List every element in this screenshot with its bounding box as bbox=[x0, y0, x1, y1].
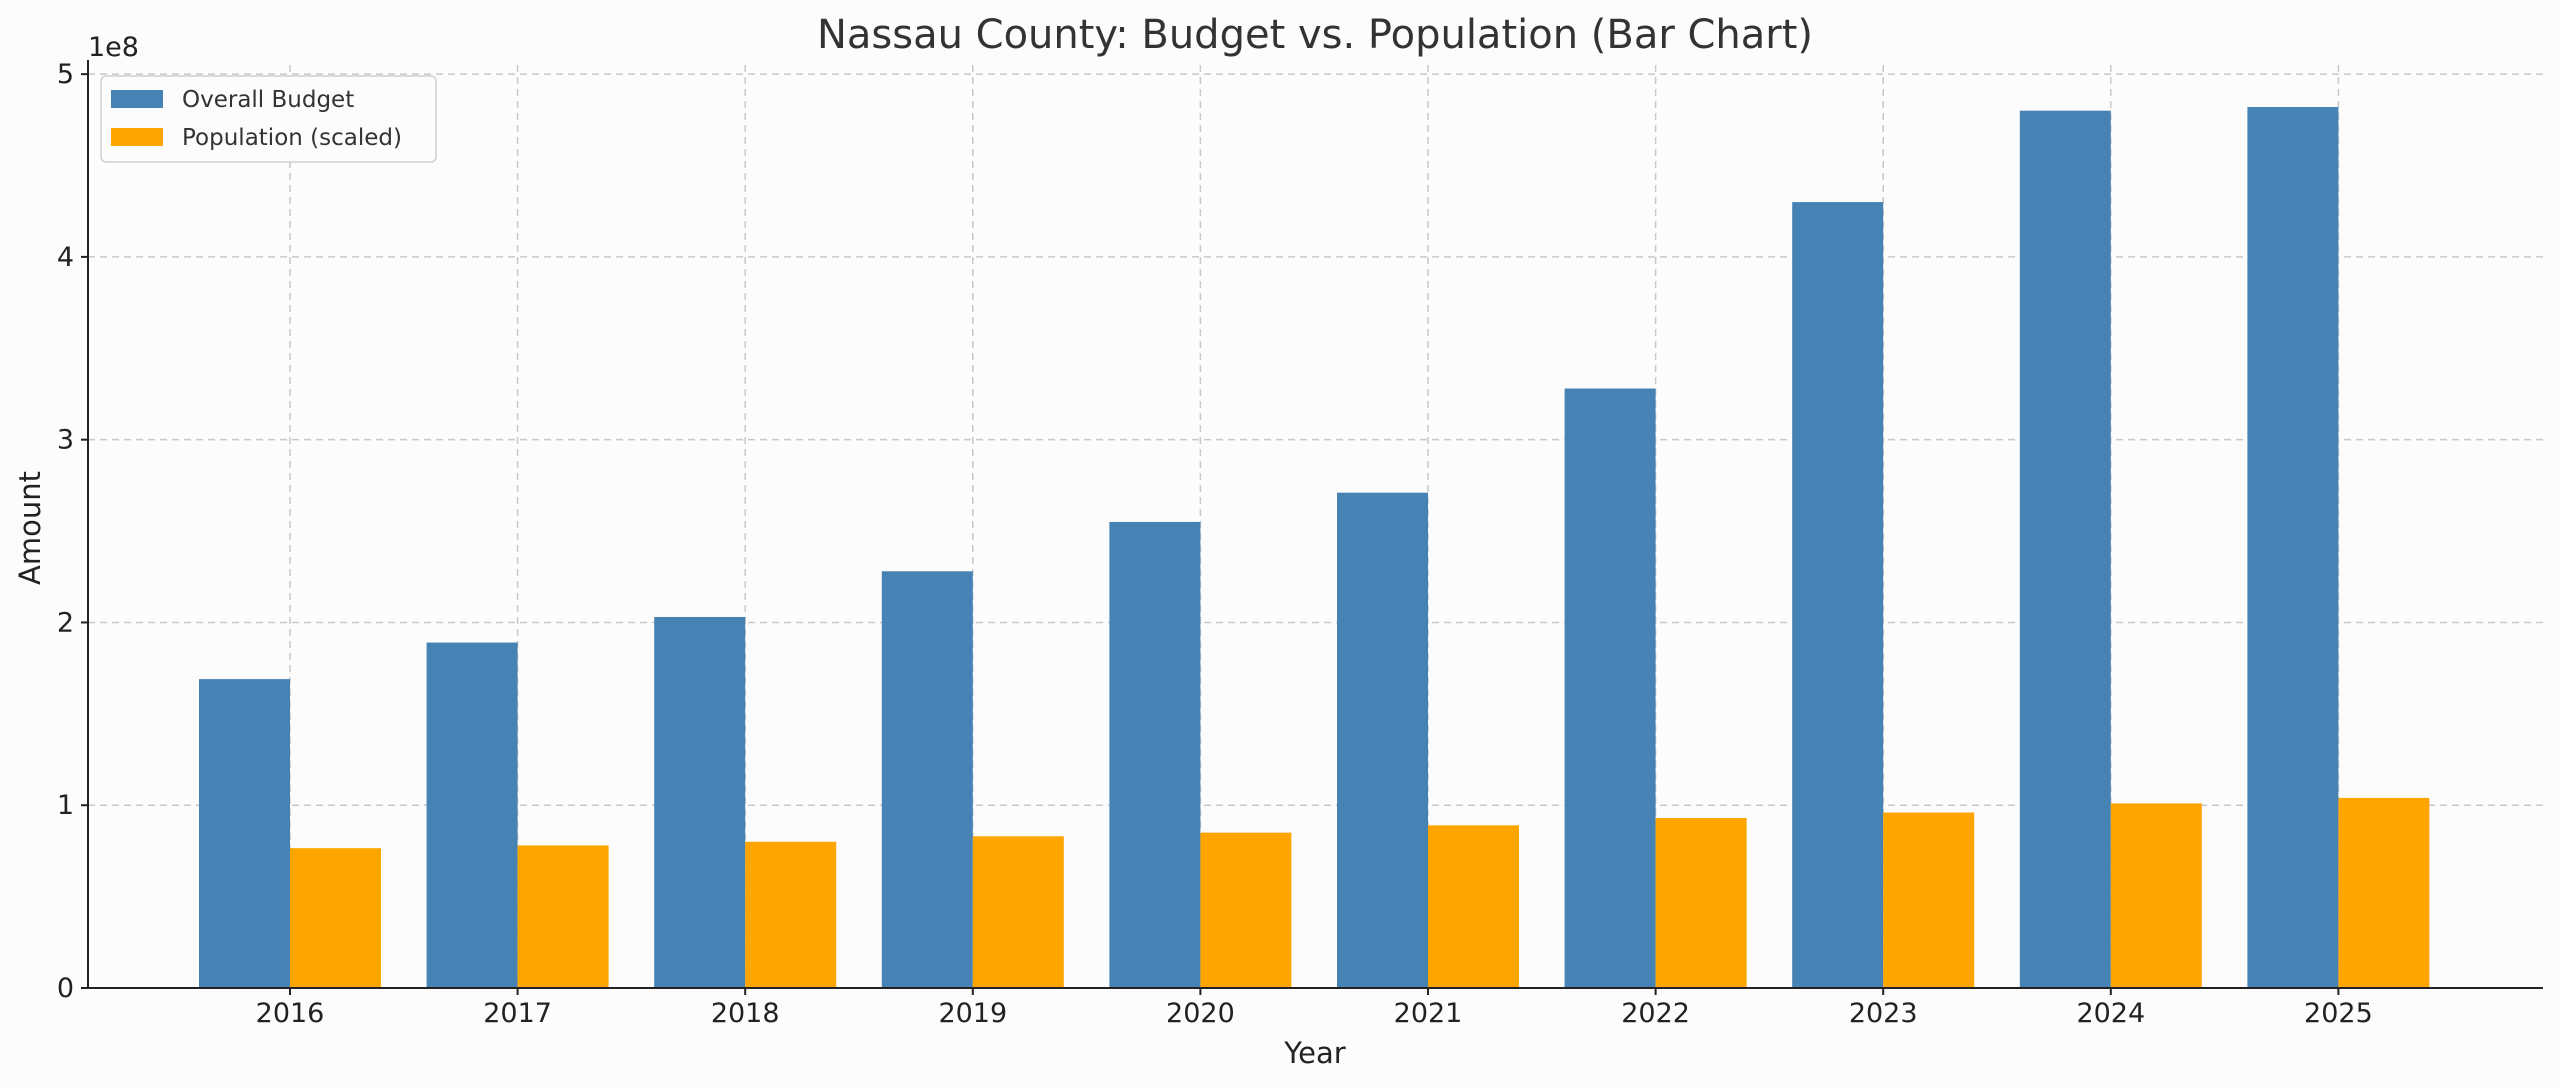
y-offset-label: 1e8 bbox=[88, 32, 139, 63]
bar-overall-budget bbox=[1337, 492, 1428, 988]
bar-overall-budget bbox=[199, 679, 290, 988]
x-tick-label: 2020 bbox=[1166, 998, 1235, 1029]
y-tick-label: 5 bbox=[57, 59, 74, 90]
bar-population bbox=[1428, 825, 1519, 988]
bar-overall-budget bbox=[2247, 107, 2339, 989]
bar-population bbox=[2110, 803, 2202, 988]
y-axis-label: Amount bbox=[13, 471, 47, 585]
x-tick-label: 2019 bbox=[938, 998, 1007, 1029]
x-ticks: 2016 2017 2018 2019 2020 2021 2022 2023 2024 2025 bbox=[256, 988, 2373, 1029]
y-tick-label: 0 bbox=[57, 973, 74, 1004]
bar-overall-budget bbox=[881, 571, 973, 988]
bar-overall-budget bbox=[2019, 110, 2111, 989]
bar-population bbox=[745, 841, 837, 988]
x-tick-label: 2025 bbox=[2304, 998, 2373, 1029]
y-tick-label: 2 bbox=[57, 607, 74, 638]
y-tick-label: 1 bbox=[57, 790, 74, 821]
x-tick-label: 2016 bbox=[256, 998, 325, 1029]
x-tick-label: 2017 bbox=[483, 998, 552, 1029]
legend-box bbox=[100, 75, 437, 163]
bar-overall-budget bbox=[426, 642, 518, 988]
bar-population bbox=[1883, 812, 1975, 988]
bar-overall-budget bbox=[654, 616, 746, 988]
bar-population bbox=[1655, 818, 1747, 988]
legend-label-population: Population (scaled) bbox=[182, 125, 402, 151]
y-tick-label: 4 bbox=[57, 242, 74, 273]
x-tick-label: 2023 bbox=[1849, 998, 1918, 1029]
legend-swatch-population bbox=[111, 128, 163, 146]
chart-title: Nassau County: Budget vs. Population (Ba… bbox=[817, 12, 1813, 58]
legend-label-overall-budget: Overall Budget bbox=[182, 87, 354, 113]
bar-population bbox=[2338, 797, 2430, 988]
bar-population bbox=[1200, 832, 1292, 988]
y-tick-label: 3 bbox=[57, 425, 74, 456]
y-ticks: 0 1 2 3 4 5 bbox=[57, 59, 88, 1004]
x-tick-label: 2024 bbox=[2076, 998, 2145, 1029]
x-tick-label: 2022 bbox=[1621, 998, 1690, 1029]
x-tick-label: 2018 bbox=[711, 998, 780, 1029]
x-axis-label: Year bbox=[1283, 1036, 1345, 1070]
bars bbox=[199, 107, 2430, 989]
axes bbox=[87, 60, 2543, 989]
legend-swatch-overall-budget bbox=[111, 90, 163, 108]
x-tick-label: 2021 bbox=[1394, 998, 1463, 1029]
bar-population bbox=[517, 845, 609, 988]
bar-population bbox=[972, 836, 1064, 988]
bar-overall-budget bbox=[1564, 388, 1656, 988]
bar-overall-budget bbox=[1109, 521, 1201, 988]
legend: Overall Budget Population (scaled) bbox=[100, 75, 437, 163]
bar-overall-budget bbox=[1792, 202, 1884, 988]
bar-population bbox=[290, 848, 381, 988]
